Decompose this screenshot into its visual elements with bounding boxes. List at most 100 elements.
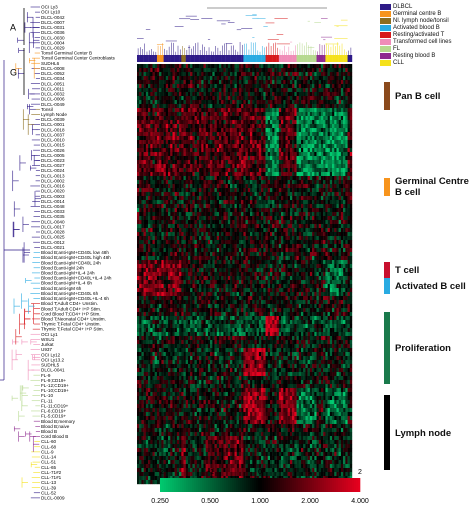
sample-label: DLCL-0006	[41, 97, 65, 102]
heatmap-cell	[336, 76, 339, 81]
heatmap-cell	[278, 236, 282, 241]
heatmap-cell	[221, 236, 224, 241]
heatmap-cell	[205, 228, 209, 233]
heatmap-cell	[301, 88, 304, 93]
heatmap-cell	[278, 160, 282, 165]
heatmap-cell	[314, 204, 317, 209]
heatmap-cell	[272, 188, 275, 193]
heatmap-cell	[314, 84, 317, 89]
heatmap-cell	[187, 248, 191, 253]
heatmap-cell	[292, 88, 295, 93]
heatmap-cell	[245, 120, 249, 125]
heatmap-cell	[247, 244, 251, 249]
heatmap-cell	[174, 180, 178, 185]
heatmap-cell	[238, 188, 242, 193]
heatmap-cell	[334, 104, 337, 109]
sample-label: DLCL-0030	[41, 35, 65, 40]
heatmap-cell	[305, 240, 308, 245]
heatmap-cell	[296, 120, 300, 125]
heatmap-cell	[148, 224, 151, 229]
heatmap-cell	[250, 156, 253, 161]
heatmap-cell	[183, 184, 186, 189]
heatmap-cell	[269, 236, 273, 241]
heatmap-cell	[325, 112, 328, 117]
heatmap-cell	[161, 164, 164, 169]
heatmap-cell	[303, 160, 306, 165]
heatmap-cell	[238, 220, 242, 225]
heatmap-cell	[243, 252, 246, 257]
heatmap-cell	[252, 116, 255, 121]
sample-label: Blood B;anti-IgM+CD40L+IL-4 24h	[41, 276, 112, 281]
heatmap-cell	[179, 212, 182, 217]
heatmap-cell	[183, 100, 186, 105]
heatmap-cell	[168, 68, 171, 73]
heatmap-cell	[223, 116, 226, 121]
heatmap-cell	[287, 92, 291, 97]
heatmap-cell	[269, 204, 273, 209]
heatmap-cell	[150, 220, 153, 225]
heatmap-cell	[241, 252, 244, 257]
heatmap-cell	[154, 228, 158, 233]
heatmap-cell	[261, 192, 264, 197]
heatmap-cell	[221, 92, 224, 97]
heatmap-cell	[143, 232, 147, 237]
heatmap-cell	[318, 72, 322, 77]
heatmap-cell	[338, 208, 342, 213]
heatmap-cell	[276, 88, 280, 93]
heatmap-cell	[320, 116, 324, 121]
heatmap-cell	[285, 208, 288, 213]
heatmap-cell	[238, 88, 242, 93]
heatmap-cell	[170, 140, 173, 145]
heatmap-cell	[225, 192, 229, 197]
heatmap-cell	[159, 232, 162, 237]
sample-label: DLCL-0037	[41, 132, 65, 137]
heatmap-cell	[214, 124, 217, 129]
heatmap-cell	[143, 192, 147, 197]
heatmap-cell	[303, 156, 306, 161]
heatmap-cell	[272, 152, 275, 157]
heatmap-cell	[245, 112, 249, 117]
heatmap-cell	[325, 252, 328, 257]
heatmap-cell	[267, 216, 271, 221]
heatmap-cell	[336, 136, 339, 141]
heatmap-cell	[265, 100, 268, 105]
heatmap-cell	[340, 84, 344, 89]
heatmap-cell	[207, 228, 211, 233]
heatmap-cell	[150, 76, 153, 81]
heatmap-cell	[196, 168, 200, 173]
heatmap-cell	[252, 108, 255, 113]
heatmap-cell	[267, 124, 271, 129]
heatmap-cell	[294, 108, 297, 113]
heatmap-cell	[238, 152, 242, 157]
heatmap-cell	[252, 124, 255, 129]
heatmap-cell	[156, 212, 160, 217]
sample-label: DLCL-0042	[41, 15, 65, 20]
heatmap-cell	[349, 212, 353, 217]
heatmap-cell	[207, 68, 211, 73]
heatmap-cell	[340, 180, 344, 185]
heatmap-cell	[163, 244, 167, 249]
heatmap-cell	[219, 220, 222, 225]
heatmap-cell	[298, 224, 302, 229]
heatmap-cell	[336, 140, 339, 145]
heatmap-cell	[301, 240, 304, 245]
heatmap-cell	[261, 244, 264, 249]
heatmap-cell	[207, 128, 211, 133]
heatmap-cell	[187, 124, 191, 129]
heatmap-cell	[145, 112, 149, 117]
heatmap-cell	[190, 152, 193, 157]
heatmap-cell	[212, 156, 215, 161]
heatmap-cell	[139, 84, 142, 89]
heatmap-cell	[261, 96, 264, 101]
heatmap-cell	[159, 68, 162, 73]
heatmap-cell	[307, 232, 311, 237]
heatmap-cell	[243, 76, 246, 81]
heatmap-cell	[303, 116, 306, 121]
heatmap-cell	[148, 228, 151, 233]
heatmap-cell	[174, 240, 178, 245]
heatmap-cell	[281, 252, 284, 257]
heatmap-cell	[338, 136, 342, 141]
heatmap-cell	[199, 96, 202, 101]
heatmap-cell	[219, 148, 222, 153]
heatmap-cell	[296, 112, 300, 117]
